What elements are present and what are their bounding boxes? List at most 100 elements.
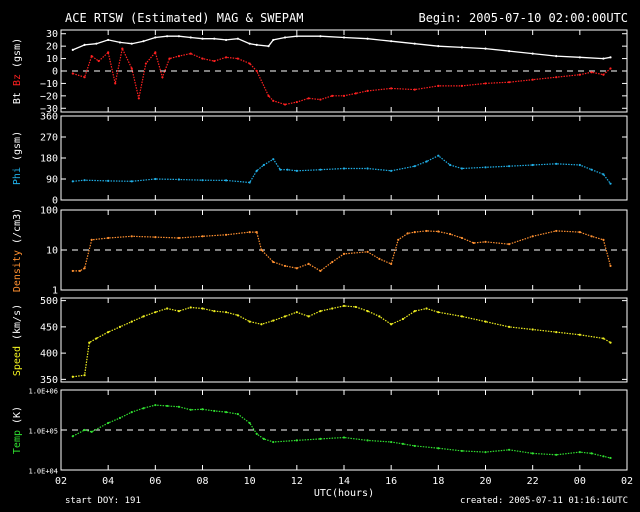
data-point-speed-20 — [295, 311, 298, 314]
data-point-bz-35 — [484, 82, 487, 85]
data-point-bt-9 — [177, 35, 181, 38]
x-tick-label-0: 02 — [55, 476, 67, 487]
data-point-density-8 — [201, 235, 204, 238]
y-tick-label-phi-2: 180 — [40, 154, 58, 165]
data-point-phi-9 — [255, 169, 258, 172]
data-point-density-14 — [283, 264, 287, 268]
data-point-bt-29 — [507, 50, 511, 53]
data-point-temp-11 — [201, 408, 204, 411]
data-point-speed-37 — [555, 331, 558, 334]
data-point-bz-22 — [272, 99, 275, 102]
data-point-density-5 — [130, 235, 133, 238]
data-point-density-10 — [248, 231, 251, 234]
data-point-speed-0 — [71, 375, 74, 378]
data-point-density-19 — [342, 252, 346, 255]
data-point-speed-24 — [342, 304, 346, 307]
data-point-speed-33 — [460, 315, 464, 318]
data-point-bt-2 — [95, 42, 98, 45]
data-point-bz-36 — [507, 81, 511, 84]
data-point-bz-12 — [168, 57, 171, 60]
series-line-bz — [72, 46, 611, 106]
data-point-density-20 — [366, 250, 369, 253]
data-point-bt-11 — [201, 37, 204, 40]
y-tick-label-mag-2: −10 — [40, 79, 58, 90]
data-point-bz-24 — [295, 100, 298, 104]
data-point-speed-15 — [236, 314, 239, 317]
data-point-density-0 — [71, 269, 74, 273]
data-point-speed-14 — [224, 311, 228, 314]
data-point-bz-39 — [578, 73, 581, 76]
data-point-density-38 — [609, 264, 612, 268]
data-point-temp-33 — [590, 452, 593, 455]
data-point-density-25 — [413, 231, 416, 234]
ylabel-density: Density (/cm3) — [12, 208, 23, 292]
data-point-temp-23 — [390, 440, 393, 444]
data-point-bt-22 — [342, 36, 346, 39]
data-point-bz-5 — [114, 82, 117, 85]
data-point-bt-16 — [255, 43, 258, 47]
panel-frame-phi — [60, 115, 628, 201]
x-tick-label-6: 14 — [338, 476, 350, 487]
data-point-density-12 — [260, 248, 263, 252]
data-point-bt-23 — [366, 37, 369, 40]
data-point-temp-15 — [248, 421, 251, 425]
data-point-bz-23 — [283, 103, 287, 106]
data-point-temp-5 — [130, 411, 133, 414]
data-point-bt-27 — [460, 46, 464, 49]
data-point-bt-5 — [130, 42, 133, 45]
data-point-bz-7 — [130, 67, 133, 70]
data-point-bt-13 — [224, 38, 228, 42]
data-point-phi-27 — [555, 162, 558, 165]
data-point-bz-28 — [342, 94, 346, 97]
data-point-speed-34 — [484, 320, 487, 323]
x-tick-label-8: 18 — [432, 476, 444, 487]
data-point-temp-10 — [189, 408, 192, 411]
data-point-phi-25 — [507, 165, 511, 168]
data-point-bz-8 — [137, 97, 140, 100]
data-point-temp-19 — [295, 439, 298, 442]
data-point-bt-0 — [71, 48, 74, 51]
data-point-bz-37 — [531, 78, 534, 81]
data-point-phi-21 — [437, 154, 440, 157]
data-point-speed-5 — [118, 325, 122, 328]
data-point-speed-28 — [390, 323, 393, 326]
y-tick-label-mag-4: 10 — [46, 54, 58, 65]
y-tick-label-speed-2: 450 — [40, 322, 58, 333]
data-point-bt-25 — [413, 42, 416, 45]
data-point-bt-17 — [267, 45, 270, 48]
data-point-bt-18 — [272, 38, 275, 42]
ylabel-part-temp-1: (K) — [12, 406, 23, 430]
data-point-phi-0 — [71, 180, 74, 183]
data-point-temp-14 — [236, 412, 239, 416]
data-point-temp-32 — [578, 451, 581, 454]
data-point-bt-33 — [602, 57, 605, 60]
data-point-bz-34 — [460, 84, 464, 88]
data-point-phi-13 — [286, 168, 289, 171]
data-point-speed-26 — [366, 310, 369, 313]
data-point-temp-3 — [107, 421, 110, 425]
data-point-speed-23 — [331, 307, 334, 310]
data-point-speed-19 — [283, 315, 287, 318]
start-doy: start DOY: 191 — [65, 496, 141, 506]
data-point-density-3 — [90, 238, 93, 241]
data-point-phi-30 — [602, 173, 605, 176]
data-point-bz-42 — [609, 67, 612, 70]
ylabel-temp: Temp (K) — [12, 406, 23, 454]
data-point-density-15 — [295, 267, 298, 270]
data-point-density-30 — [472, 241, 475, 245]
data-point-speed-30 — [413, 310, 416, 313]
data-point-temp-35 — [609, 456, 612, 460]
data-point-phi-17 — [366, 167, 369, 170]
data-point-temp-16 — [255, 432, 258, 435]
data-point-temp-20 — [319, 437, 322, 440]
data-point-density-29 — [460, 236, 464, 240]
x-tick-label-7: 16 — [385, 476, 397, 487]
data-point-bz-14 — [189, 52, 192, 55]
data-point-bt-31 — [555, 54, 558, 58]
data-point-temp-18 — [272, 440, 275, 444]
series-line-phi — [72, 154, 611, 185]
data-point-temp-30 — [531, 452, 534, 455]
data-point-phi-20 — [425, 160, 428, 163]
x-tick-label-11: 00 — [574, 476, 586, 487]
y-tick-label-density-2: 100 — [40, 206, 58, 217]
